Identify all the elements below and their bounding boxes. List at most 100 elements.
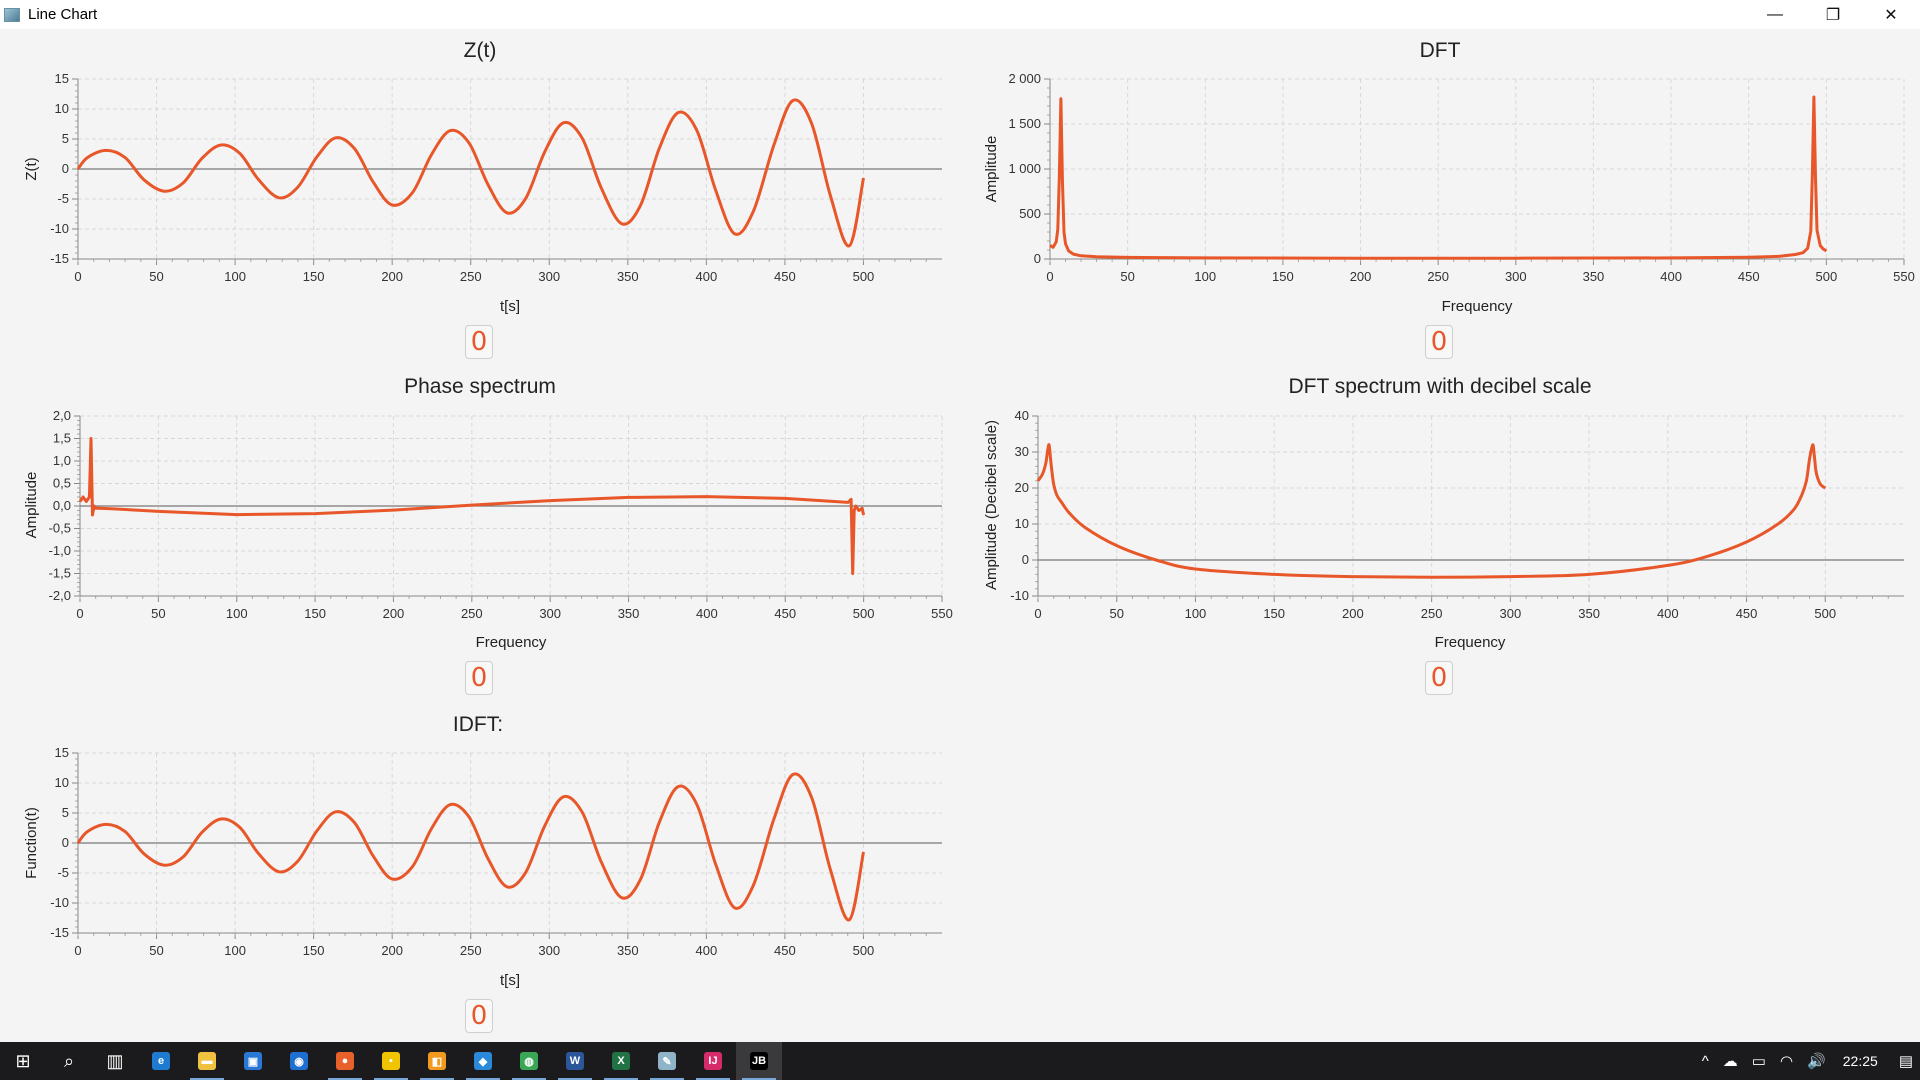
x-tick-label: 400 (696, 269, 718, 284)
x-tick-label: 100 (224, 943, 246, 958)
file-explorer-icon: ▬ (198, 1052, 216, 1070)
show-hidden-icon[interactable]: ^ (1701, 1052, 1709, 1070)
taskbar-vscode-icon[interactable]: ◆ (460, 1042, 506, 1080)
plot-background (1038, 416, 1904, 596)
y-tick-label: -10 (50, 895, 69, 910)
running-indicator (420, 1078, 454, 1080)
taskbar-word-icon[interactable]: W (552, 1042, 598, 1080)
battery-icon[interactable]: ▭ (1751, 1053, 1766, 1070)
taskbar-intellij-icon[interactable]: IJ (690, 1042, 736, 1080)
x-tick-label: 550 (1893, 269, 1915, 284)
system-tray: ^ ☁ ▭ ◠ 🔊 22:25 ▤ (1695, 1042, 1920, 1080)
chart-title: DFT (1420, 39, 1461, 62)
running-indicator (558, 1078, 592, 1080)
x-tick-label: 100 (1194, 269, 1216, 284)
y-tick-label: 1,0 (53, 453, 71, 468)
running-indicator (190, 1078, 224, 1080)
reset-button-db[interactable]: 0 (1425, 661, 1453, 695)
plot-area: -2,0 -1,5 -1,0 -0,5 0,0 0,5 1,0 1,5 2,0 0 50 100 150… (49, 408, 953, 621)
x-tick-label: 100 (1185, 606, 1207, 621)
x-tick-label: 500 (1816, 269, 1838, 284)
wifi-icon[interactable]: ◠ (1779, 1053, 1794, 1070)
clock[interactable]: 22:25 (1842, 1053, 1878, 1069)
y-axis-label: Amplitude (23, 472, 40, 539)
x-tick-label: 0 (74, 943, 81, 958)
notification-icon[interactable]: ▤ (1898, 1053, 1913, 1070)
running-indicator (650, 1078, 684, 1080)
y-tick-label: -2,0 (49, 588, 71, 603)
x-tick-label: 400 (696, 943, 718, 958)
y-tick-label: 1 000 (1008, 161, 1041, 176)
taskbar-start-icon[interactable]: ⊞ (15, 1050, 31, 1071)
x-tick-label: 300 (539, 606, 561, 621)
taskbar-app-pen-icon[interactable]: ✎ (644, 1042, 690, 1080)
x-tick-label: 0 (74, 269, 81, 284)
taskbar: ⊞ ⌕ ▥ e ▬ ▣ ◉ ● ▪ ◧ ◆ ◍ W X ✎ IJ JB ^ ☁ ▭ ◠ 🔊 22:25 ▤ (0, 1042, 1920, 1080)
x-tick-label: 50 (149, 943, 163, 958)
taskbar-file-explorer-icon[interactable]: ▬ (184, 1042, 230, 1080)
running-indicator (604, 1078, 638, 1080)
y-tick-label: 1,5 (53, 431, 71, 446)
plot-area: 0 500 1 000 1 500 2 000 0 50 100 150 200 250 300 350… (1008, 71, 1914, 284)
taskbar-chrome-icon[interactable]: ◍ (506, 1042, 552, 1080)
y-tick-label: 2 000 (1008, 71, 1041, 86)
x-tick-label: 300 (538, 943, 560, 958)
x-tick-label: 0 (76, 606, 83, 621)
volume-icon[interactable]: 🔊 (1807, 1053, 1826, 1070)
x-axis-label: t[s] (500, 972, 520, 989)
chart-title: DFT spectrum with decibel scale (1288, 375, 1591, 398)
maximize-button[interactable]: ❐ (1825, 6, 1841, 24)
taskbar-excel-icon[interactable]: X (598, 1042, 644, 1080)
x-tick-label: 500 (853, 606, 875, 621)
chart-phase-svg: Phase spectrum Frequency Amplitude -2,0-… (23, 375, 953, 651)
x-tick-label: 250 (1421, 606, 1443, 621)
y-tick-label: -1,0 (49, 543, 71, 558)
reset-button-phase[interactable]: 0 (465, 661, 493, 695)
edge-icon: e (152, 1052, 170, 1070)
taskbar-sticky-notes-icon[interactable]: ▪ (368, 1042, 414, 1080)
onedrive-icon[interactable]: ☁ (1722, 1053, 1738, 1070)
taskbar-edge-icon[interactable]: e (138, 1042, 184, 1080)
chart-title: Z(t) (464, 39, 497, 62)
app-orange-icon: ◧ (428, 1052, 446, 1070)
y-tick-label: -5 (57, 865, 69, 880)
taskbar-app-orange-icon[interactable]: ◧ (414, 1042, 460, 1080)
y-tick-label: 0,5 (53, 476, 71, 491)
firefox-icon: ● (336, 1052, 354, 1070)
minimize-button[interactable]: — (1767, 5, 1783, 23)
x-tick-label: 350 (617, 269, 639, 284)
x-tick-label: 50 (1120, 269, 1134, 284)
taskbar-jetbrains-icon[interactable]: JB (736, 1042, 782, 1080)
x-tick-label: 250 (461, 606, 483, 621)
reset-button-dft[interactable]: 0 (1425, 325, 1453, 359)
x-tick-label: 300 (538, 269, 560, 284)
word-icon: W (566, 1052, 584, 1070)
x-tick-label: 0 (1046, 269, 1053, 284)
close-button[interactable]: ✕ (1884, 6, 1898, 24)
taskbar-task-view-icon[interactable]: ▥ (106, 1050, 124, 1071)
x-tick-label: 450 (774, 606, 796, 621)
x-tick-label: 400 (1660, 269, 1682, 284)
chart-db-svg: DFT spectrum with decibel scale Frequenc… (983, 375, 1904, 651)
y-tick-label: 15 (55, 745, 69, 760)
x-tick-label: 150 (303, 269, 325, 284)
x-tick-label: 400 (696, 606, 718, 621)
taskbar-store-icon[interactable]: ▣ (230, 1042, 276, 1080)
x-tick-label: 100 (224, 269, 246, 284)
taskbar-search-icon[interactable]: ⌕ (63, 1050, 75, 1071)
y-tick-label: -10 (50, 221, 69, 236)
taskbar-firefox-icon[interactable]: ● (322, 1042, 368, 1080)
taskbar-maps-icon[interactable]: ◉ (276, 1042, 322, 1080)
reset-button-idft[interactable]: 0 (465, 999, 493, 1033)
y-tick-label: 500 (1019, 206, 1041, 221)
x-axis-label: Frequency (1435, 634, 1506, 651)
chart-zt: Z(t) t[s] Z(t) -15 -10 -5 0 5 10 15 0 50 100 150 20… (0, 29, 960, 329)
y-tick-label: 0 (1034, 251, 1041, 266)
chart-dft: DFT Frequency Amplitude 0 500 1 000 1 500 2 … (960, 29, 1920, 329)
y-tick-label: 2,0 (53, 408, 71, 423)
reset-button-zt[interactable]: 0 (465, 325, 493, 359)
y-tick-label: 30 (1015, 444, 1029, 459)
x-tick-label: 500 (853, 269, 875, 284)
